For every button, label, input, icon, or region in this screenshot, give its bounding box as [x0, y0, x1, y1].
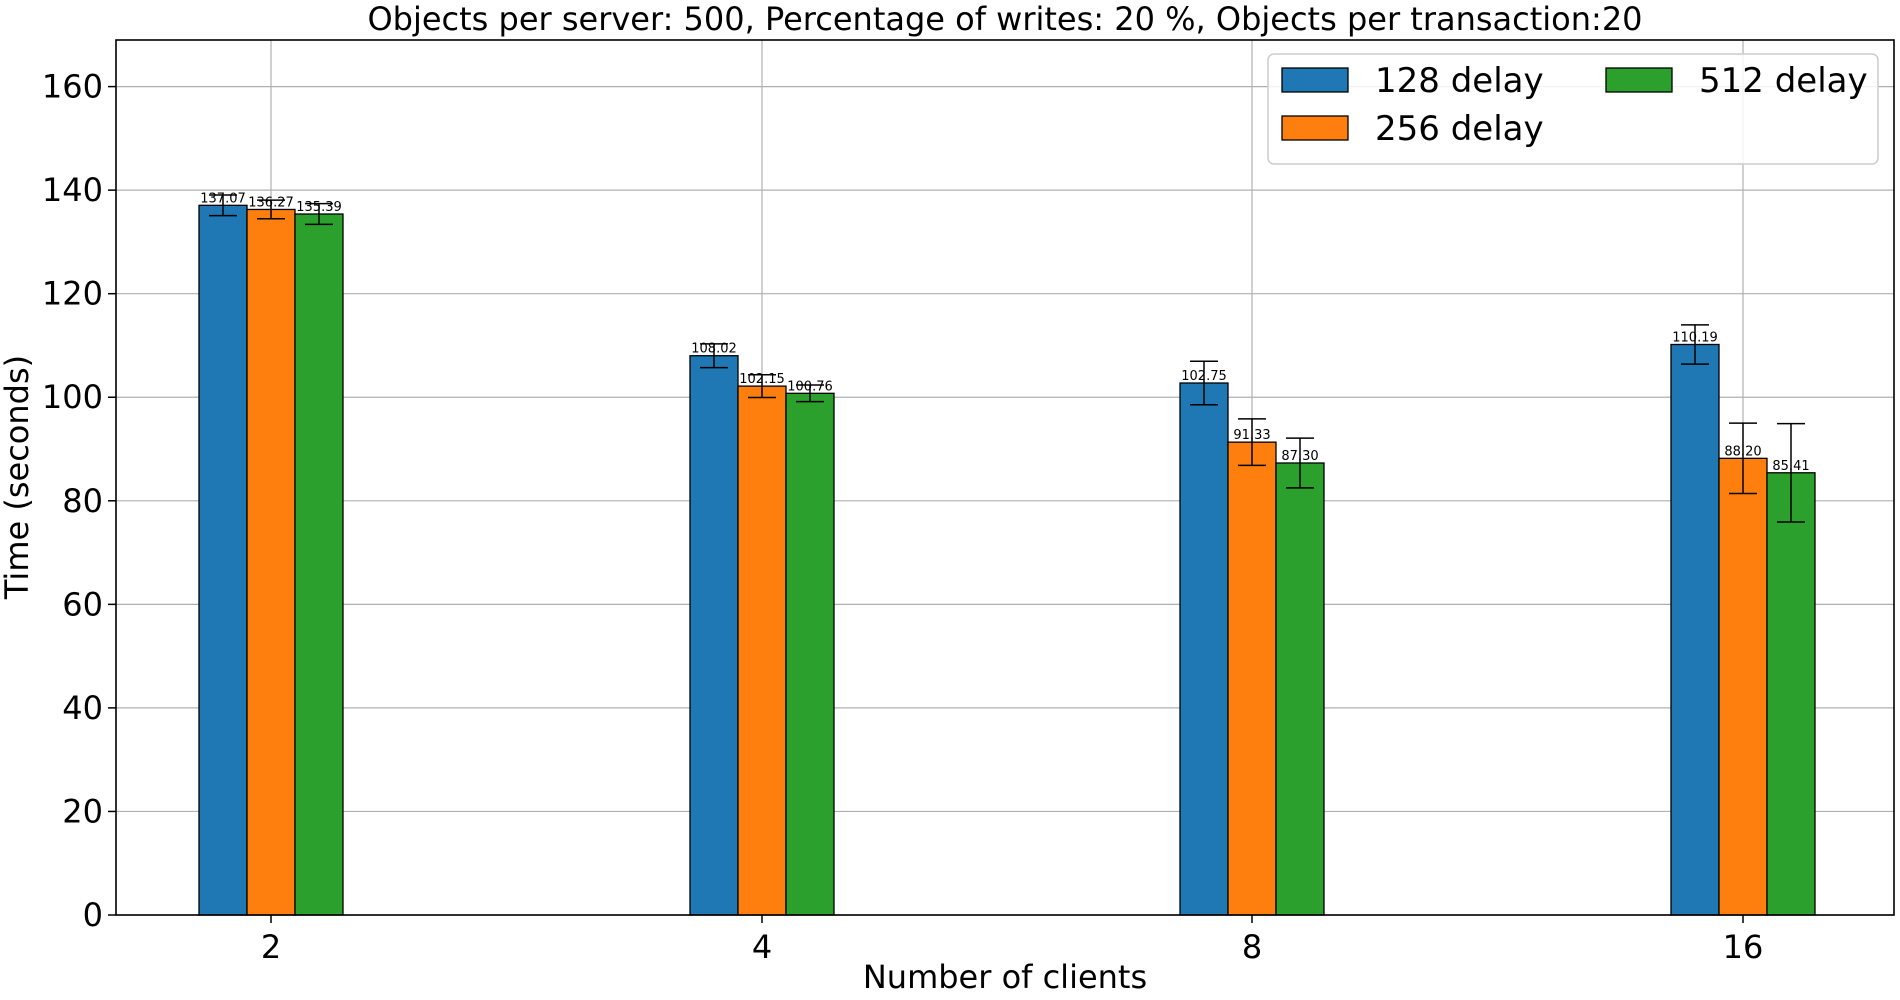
legend-swatch	[1605, 67, 1673, 93]
bar-512-delay-8	[1275, 462, 1325, 916]
data-label: 137.07	[200, 191, 246, 206]
data-label: 100.76	[787, 379, 833, 394]
grid	[116, 40, 1894, 916]
x-axis-label: Number of clients	[863, 958, 1147, 996]
bars	[198, 204, 1816, 916]
y-tick-label: 40	[62, 689, 103, 727]
chart-title: Objects per server: 500, Percentage of w…	[367, 0, 1642, 38]
data-label: 110.19	[1672, 330, 1718, 345]
legend: 128 delay 256 delay 512 delay	[1267, 53, 1879, 165]
bar-128-delay-16	[1670, 343, 1720, 916]
x-tick-label: 16	[1723, 928, 1764, 966]
legend-box	[1267, 53, 1879, 165]
y-tick-label: 140	[42, 171, 103, 209]
x-tick-label: 4	[752, 928, 772, 966]
y-tick-label: 20	[62, 792, 103, 830]
bar-128-delay-2	[198, 204, 248, 916]
y-tick-label: 160	[42, 68, 103, 106]
bar-512-delay-4	[785, 392, 835, 916]
y-axis-ticks: 0 20 40 60 80 100 120 140 160	[42, 68, 116, 934]
legend-label: 256 delay	[1375, 109, 1544, 149]
x-tick-label: 2	[261, 928, 281, 966]
bar-128-delay-8	[1179, 382, 1229, 916]
legend-label: 512 delay	[1699, 61, 1868, 101]
bar-128-delay-4	[689, 355, 739, 916]
bar-512-delay-2	[294, 213, 344, 916]
bar-512-delay-16	[1766, 472, 1816, 916]
bar-256-delay-8	[1227, 441, 1277, 916]
y-tick-label: 0	[83, 896, 103, 934]
data-label: 135.39	[296, 200, 342, 215]
bar-256-delay-2	[246, 208, 296, 916]
x-axis-ticks: 2 4 8 16	[261, 915, 1764, 966]
data-label: 136.27	[248, 195, 294, 210]
x-tick-label: 8	[1242, 928, 1262, 966]
data-label: 91.33	[1233, 428, 1270, 443]
data-label: 108.02	[691, 342, 737, 357]
error-bars	[209, 194, 1805, 523]
legend-swatch	[1281, 67, 1349, 93]
y-axis-label: Time (seconds)	[0, 355, 36, 600]
plot-area-frame	[115, 39, 1895, 916]
data-label: 102.15	[739, 372, 785, 387]
y-tick-label: 60	[62, 585, 103, 623]
data-label: 87.30	[1281, 449, 1318, 464]
bar-256-delay-4	[737, 385, 787, 916]
data-label: 102.75	[1181, 369, 1227, 384]
y-tick-label: 100	[42, 378, 103, 416]
data-label: 88.20	[1724, 444, 1761, 459]
data-labels: 137.07 108.02 102.75 110.19 136.27 102.15 91.3…	[200, 191, 1809, 473]
bar-256-delay-16	[1718, 457, 1768, 916]
data-label: 85.41	[1772, 459, 1809, 474]
y-tick-label: 80	[62, 482, 103, 520]
legend-label: 128 delay	[1375, 61, 1544, 101]
legend-swatch	[1281, 115, 1349, 141]
y-tick-label: 120	[42, 275, 103, 313]
